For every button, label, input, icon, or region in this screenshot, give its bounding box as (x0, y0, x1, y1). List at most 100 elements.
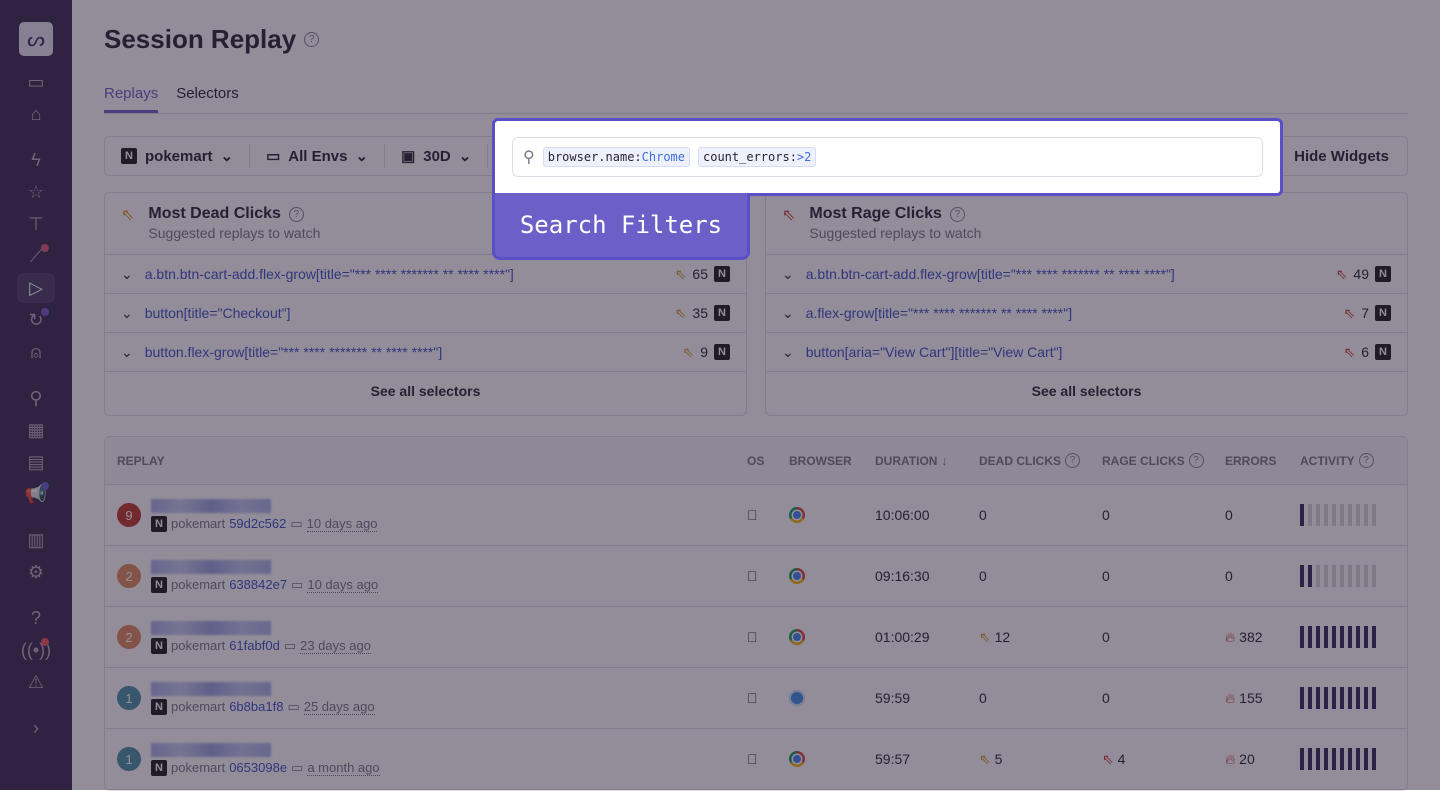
feedback-icon[interactable]: 📢 (24, 482, 49, 504)
alerts-icon[interactable]: ⍝ (30, 341, 42, 362)
nextjs-icon: N (151, 515, 167, 532)
chevron-down-icon[interactable]: ⌄ (782, 304, 794, 321)
list-item[interactable]: ⌄ button[title="Checkout"] ⇖ 35 N (105, 294, 746, 333)
date-selector[interactable]: ▣ 30D ⌄ (385, 144, 489, 168)
replay-id-link[interactable]: 638842e7 (229, 577, 288, 592)
help-icon[interactable]: ? (1358, 453, 1374, 468)
apple-icon:  (747, 751, 789, 767)
fire-icon: 🔥︎ (1225, 750, 1240, 767)
search-input[interactable]: ⚲ browser.name:Chrome count_errors:>2 (512, 137, 1263, 177)
replay-id-link[interactable]: 6b8ba1f8 (229, 699, 284, 714)
replay-id-link[interactable]: 0653098e (229, 760, 288, 775)
chevron-down-icon[interactable]: ⌄ (121, 304, 133, 321)
activity-bar (1340, 626, 1344, 648)
redacted-user-name[interactable] (151, 742, 271, 757)
tab-selectors[interactable]: Selectors (176, 85, 239, 102)
fire-icon: 🔥︎ (1225, 689, 1240, 706)
help-icon[interactable]: ? (304, 32, 320, 47)
performance-icon[interactable]: ϟ (31, 149, 41, 170)
activity-bar (1356, 565, 1360, 587)
activity-bar (1340, 687, 1344, 709)
search-token[interactable]: browser.name:Chrome (542, 147, 690, 167)
arrow-down-icon: ↓ (941, 453, 948, 468)
redacted-user-name[interactable] (151, 620, 271, 635)
search-filters-label: Search Filters (492, 193, 750, 260)
list-item[interactable]: ⌄ a.btn.btn-cart-add.flex-grow[title="***… (105, 255, 746, 294)
activity-bar (1348, 626, 1352, 648)
chevron-down-icon[interactable]: ⌄ (121, 265, 133, 282)
list-item[interactable]: ⌄ a.flex-grow[title="*** **** ******* ** … (766, 294, 1407, 333)
chrome-icon (789, 568, 805, 584)
activity-bar (1316, 504, 1320, 526)
avatar: 2 (117, 564, 141, 588)
help-icon[interactable]: ? (288, 206, 304, 222)
chevron-down-icon: ⌄ (355, 148, 369, 165)
see-all-selectors-button[interactable]: See all selectors (370, 383, 481, 399)
tab-replays[interactable]: Replays (104, 85, 159, 113)
activity-bar (1364, 504, 1368, 526)
chevron-down-icon[interactable]: ⌄ (782, 343, 794, 360)
replay-id-link[interactable]: 61fabf0d (229, 638, 280, 653)
discover-icon[interactable]: ⚲ (29, 387, 43, 408)
activity-bar (1324, 626, 1328, 648)
hide-widgets-button[interactable]: Hide Widgets (1275, 137, 1407, 175)
warning-icon[interactable]: ⚠ (27, 671, 45, 692)
star-icon[interactable]: ☆ (27, 181, 45, 202)
activity-bar (1340, 504, 1344, 526)
redacted-user-name[interactable] (151, 681, 271, 696)
calendar-icon: ▣ (401, 148, 416, 165)
sentry-logo[interactable]: ᔕ (19, 22, 53, 56)
profiling-icon[interactable]: ⊤ (28, 213, 44, 234)
help-icon[interactable]: ? (1065, 453, 1081, 468)
redacted-user-name[interactable] (151, 559, 271, 574)
calendar-icon: ▭ (291, 576, 304, 592)
activity-bar (1356, 626, 1360, 648)
settings-icon[interactable]: ⚙ (27, 561, 45, 582)
nextjs-icon: N (151, 576, 167, 593)
chevron-down-icon[interactable]: ⌄ (121, 343, 133, 360)
chrome-icon (789, 751, 805, 767)
chevron-down-icon: ⌄ (220, 148, 234, 165)
duration-sort-header[interactable]: DURATION ↓ (875, 453, 948, 468)
list-item[interactable]: ⌄ button.flex-grow[title="*** **** ******… (105, 333, 746, 372)
environment-selector[interactable]: ▭ All Envs ⌄ (250, 144, 386, 168)
nextjs-icon: N (151, 759, 167, 776)
rage-click-cursor-icon: ⇖ (782, 207, 796, 224)
chevron-down-icon[interactable]: ⌄ (782, 265, 794, 282)
replays-icon[interactable]: ▷ (17, 273, 55, 303)
crons-icon[interactable]: ↻ (17, 305, 55, 335)
search-token[interactable]: count_errors:>2 (698, 147, 817, 167)
list-item[interactable]: ⌄ a.btn.btn-cart-add.flex-grow[title="***… (766, 255, 1407, 294)
help-icon[interactable]: ? (949, 206, 965, 222)
stats-icon[interactable]: ▥ (27, 529, 45, 550)
activity-bar (1364, 687, 1368, 709)
expand-sidebar-icon[interactable]: › (33, 717, 39, 738)
dashboards-icon[interactable]: ▦ (27, 419, 45, 440)
see-all-selectors-button[interactable]: See all selectors (1031, 383, 1142, 399)
calendar-icon: ▭ (287, 698, 300, 714)
activity-bar (1332, 687, 1336, 709)
releases-icon[interactable]: ▤ (27, 451, 45, 472)
replay-id-link[interactable]: 59d2c562 (229, 516, 287, 531)
metrics-icon[interactable]: ⟋ (17, 241, 55, 271)
activity-bar (1372, 565, 1376, 587)
sidebar: ᔕ ▭ ⌂ ϟ ☆ ⊤ ⟋ ▷ ↻ ⍝ ⚲ ▦ ▤ 📢 ▥ ⚙ ? ((•)) … (0, 0, 72, 790)
issues-icon[interactable]: ▭ (27, 71, 45, 92)
activity-bar (1308, 565, 1312, 587)
activity-bar (1348, 504, 1352, 526)
avatar: 2 (117, 625, 141, 649)
redacted-user-name[interactable] (151, 498, 271, 513)
help-icon[interactable]: ? (30, 607, 41, 628)
activity-bar (1324, 504, 1328, 526)
projects-icon[interactable]: ⌂ (30, 103, 42, 124)
list-item[interactable]: ⌄ button[aria="View Cart"][title="View Ca… (766, 333, 1407, 372)
broadcast-icon[interactable]: ((•)) (20, 638, 52, 660)
rage-click-icon: ⇖ (1343, 304, 1356, 321)
help-icon[interactable]: ? (1188, 453, 1204, 468)
